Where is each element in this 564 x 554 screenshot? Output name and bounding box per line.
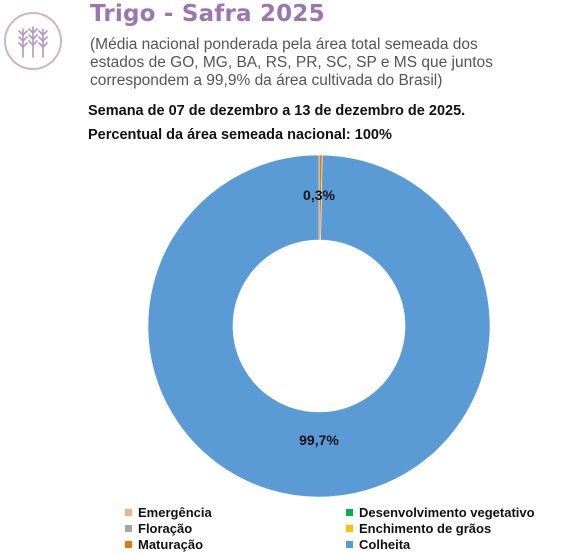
legend-label: Desenvolvimento vegetativo <box>359 505 535 520</box>
legend-label: Enchimento de grãos <box>359 521 492 536</box>
legend-label: Floração <box>138 521 193 536</box>
legend-label: Emergência <box>138 505 212 520</box>
page-subtitle: (Média nacional ponderada pela área tota… <box>90 36 493 89</box>
area-percent-label: Percentual da área semeada nacional: 100… <box>88 127 392 143</box>
week-label: Semana de 07 de dezembro a 13 de dezembr… <box>88 103 466 119</box>
legend-swatch <box>125 525 132 532</box>
legend-item: Emergência <box>125 505 212 520</box>
legend-label: Colheita <box>359 537 411 552</box>
legend-swatch <box>346 509 353 516</box>
wheat-icon <box>4 12 62 70</box>
legend-swatch <box>346 541 353 548</box>
data-label-colheita: 99,7% <box>299 432 339 448</box>
legend-label: Maturação <box>138 537 204 552</box>
data-label-matura-o: 0,3% <box>303 187 335 203</box>
legend-swatch <box>125 509 132 516</box>
legend-item: Enchimento de grãos <box>346 521 491 536</box>
legend-item: Colheita <box>346 537 410 552</box>
legend-item: Maturação <box>125 537 203 552</box>
donut-slice-colheita <box>147 154 491 498</box>
legend-swatch <box>346 525 353 532</box>
legend-item: Desenvolvimento vegetativo <box>346 505 535 520</box>
legend-item: Floração <box>125 521 192 536</box>
legend-swatch <box>125 541 132 548</box>
page-title: Trigo - Safra 2025 <box>90 1 325 27</box>
